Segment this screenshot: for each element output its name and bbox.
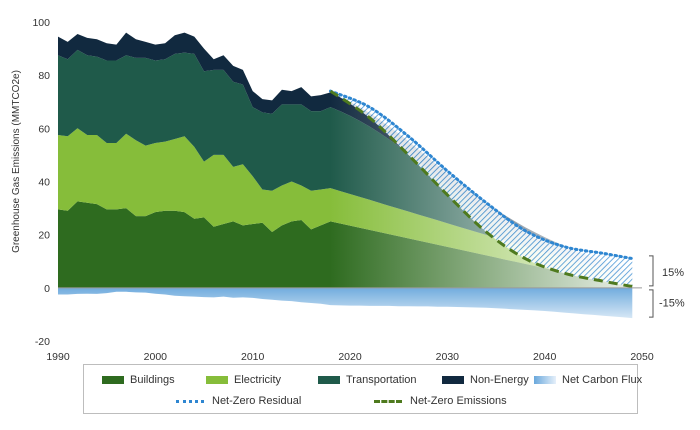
- line-net-zero-emissions: [329, 89, 633, 288]
- legend-item-net-carbon-flux: Net Carbon Flux: [534, 371, 642, 389]
- legend-item-transportation: Transportation: [318, 371, 417, 389]
- legend-item-electricity: Electricity: [206, 371, 281, 389]
- y-axis-title: Greenhouse Gas Emissions (MMTCO2e): [11, 70, 22, 253]
- legend-item-non-energy: Non-Energy: [442, 371, 529, 389]
- hatch-gap: [330, 91, 633, 287]
- y-tick-label: 100: [32, 17, 50, 29]
- legend-label-electricity: Electricity: [234, 374, 282, 386]
- y-tick-label: 0: [44, 283, 50, 295]
- area-electricity: [58, 128, 633, 288]
- legend-item-buildings: Buildings: [102, 371, 175, 389]
- legend-label-non-energy: Non-Energy: [470, 374, 529, 386]
- y-tick-label: 80: [38, 70, 50, 82]
- x-tick-label: 2050: [630, 351, 654, 363]
- area-net-carbon-flux: [58, 287, 633, 319]
- legend-label-net-zero-residual: Net-Zero Residual: [212, 395, 302, 407]
- reference-lines: [329, 89, 634, 288]
- bracket-negative: [649, 289, 654, 318]
- legend-swatch-non-energy: [442, 376, 464, 384]
- legend-line-net-zero-emissions: [374, 399, 402, 403]
- x-tick-label: 2010: [241, 351, 265, 363]
- y-tick-label: 20: [38, 230, 50, 242]
- area-buildings: [58, 201, 633, 288]
- y-tick-label: -20: [35, 336, 50, 348]
- bracket-positive: [649, 255, 654, 287]
- legend-label-net-carbon-flux: Net Carbon Flux: [562, 374, 643, 386]
- legend-label-transportation: Transportation: [346, 374, 417, 386]
- annotations: 15% -15%: [649, 255, 685, 318]
- legend: Buildings Electricity Transportation Non…: [83, 364, 642, 414]
- x-tick-label: 2000: [144, 351, 168, 363]
- legend-swatch-net-carbon-flux: [534, 376, 556, 384]
- stacked-areas: [58, 32, 633, 319]
- line-net-zero-residual: [329, 89, 634, 261]
- x-tick-label: 2030: [436, 351, 460, 363]
- legend-label-buildings: Buildings: [130, 374, 175, 386]
- x-tick-label: 2040: [533, 351, 557, 363]
- legend-item-net-zero-residual: Net-Zero Residual: [176, 392, 301, 410]
- legend-swatch-buildings: [102, 376, 124, 384]
- legend-swatch-electricity: [206, 376, 228, 384]
- legend-label-net-zero-emissions: Net-Zero Emissions: [410, 395, 507, 407]
- y-tick-label: 60: [38, 123, 50, 135]
- legend-swatch-transportation: [318, 376, 340, 384]
- x-tick-label: 1990: [46, 351, 70, 363]
- net-zero-gap-hatch: [330, 91, 633, 287]
- annotation-negative-percent: -15%: [659, 297, 685, 309]
- legend-line-net-zero-residual: [176, 399, 204, 403]
- legend-item-net-zero-emissions: Net-Zero Emissions: [374, 392, 507, 410]
- annotation-positive-percent: 15%: [662, 267, 684, 279]
- y-tick-label: 40: [38, 177, 50, 189]
- x-tick-label: 2020: [338, 351, 362, 363]
